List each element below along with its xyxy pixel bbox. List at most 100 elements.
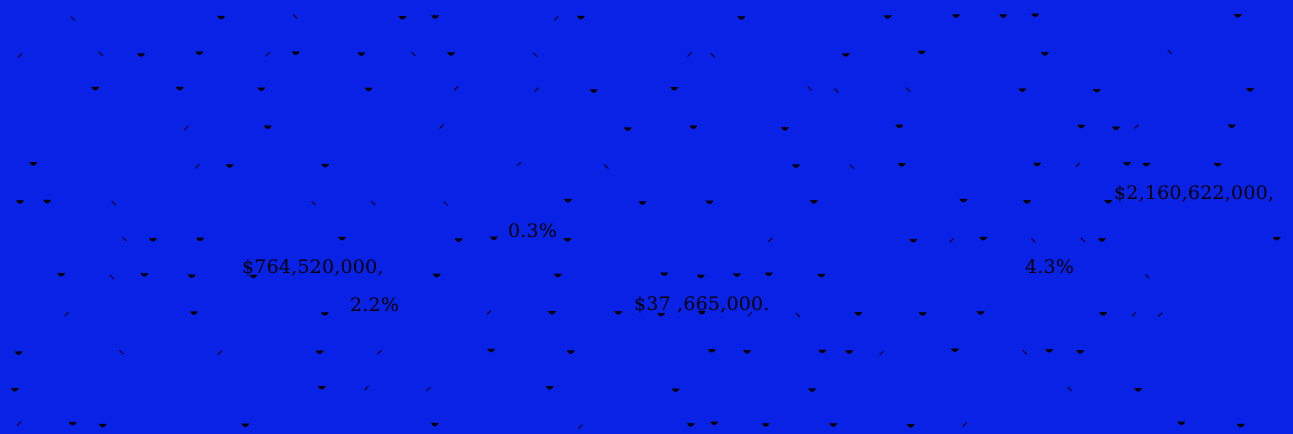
ink-dot	[845, 350, 854, 354]
ink-dot	[808, 388, 817, 392]
ink-dot	[140, 273, 149, 277]
ink-dot	[553, 273, 562, 278]
ink-dot	[43, 199, 52, 204]
ink-dot	[1018, 88, 1027, 93]
ink-dot	[545, 386, 554, 390]
ink-dot	[761, 423, 770, 427]
ink-tick	[70, 16, 76, 21]
ink-tick	[687, 52, 692, 57]
percent-label-left: 2.2%	[350, 294, 400, 316]
ink-dot	[189, 311, 198, 315]
ink-dot	[338, 236, 347, 241]
ink-tick	[453, 85, 459, 91]
ink-dot	[57, 272, 66, 277]
ink-dot	[1033, 162, 1042, 167]
percent-label-right: 4.3%	[1025, 256, 1075, 278]
ink-tick	[265, 52, 270, 57]
ink-tick	[217, 350, 223, 356]
ink-tick	[364, 385, 369, 391]
ink-dot	[1213, 163, 1222, 167]
ink-tick	[1031, 238, 1036, 243]
ink-tick	[553, 16, 559, 21]
ink-dot	[895, 124, 904, 129]
ink-dot	[1246, 88, 1255, 92]
ink-dot	[148, 238, 157, 242]
ink-dot	[10, 388, 19, 392]
ink-dot	[670, 87, 679, 91]
ink-tick	[1167, 49, 1173, 55]
ink-dot	[897, 163, 906, 167]
ink-tick	[710, 53, 716, 58]
ink-tick	[1080, 237, 1086, 243]
ink-dot	[217, 15, 226, 20]
ink-tick	[1131, 311, 1137, 317]
amount-label-center: $37 ,665,000.	[634, 293, 770, 315]
ink-dot	[257, 87, 266, 92]
ink-tick	[122, 236, 127, 242]
ink-dot	[321, 163, 330, 168]
amount-label-left: $764,520,000,	[242, 256, 384, 278]
ink-dot	[638, 201, 647, 205]
ink-dot	[707, 349, 716, 353]
ink-tick	[370, 200, 376, 206]
ink-dot	[791, 164, 800, 168]
ink-dot	[657, 313, 666, 317]
ink-tick	[807, 86, 812, 91]
ink-tick	[16, 421, 22, 426]
ink-tick-layer	[16, 14, 1173, 430]
ink-tick	[195, 163, 200, 169]
ink-dot	[1142, 162, 1151, 167]
ink-dot	[14, 351, 23, 355]
ink-dot	[364, 87, 373, 92]
ink-dot	[917, 50, 926, 55]
ink-dot	[564, 198, 573, 203]
ink-dot	[1104, 200, 1113, 204]
ink-tick	[603, 164, 609, 170]
ink-tick	[1157, 312, 1163, 317]
ink-dot	[1177, 421, 1186, 426]
ink-tick	[98, 51, 103, 57]
ink-dot	[829, 423, 838, 427]
ink-dot	[660, 272, 669, 277]
ink-dot	[175, 86, 184, 91]
ink-tick	[532, 52, 538, 58]
ink-dot	[1023, 200, 1032, 204]
ink-tick	[516, 161, 522, 167]
ink-dot	[1112, 126, 1121, 131]
ink-tick	[109, 274, 115, 280]
ink-dot	[432, 273, 441, 278]
ink-dot	[1092, 89, 1101, 93]
ink-dot	[1099, 312, 1108, 316]
ink-tick	[768, 237, 773, 243]
ink-dot	[906, 424, 915, 428]
ink-tick	[1067, 386, 1072, 392]
ink-dot	[999, 14, 1008, 18]
ink-dot	[91, 86, 100, 91]
ink-dot	[737, 16, 746, 20]
ink-dot	[1076, 350, 1085, 354]
ink-dot	[196, 237, 205, 242]
ink-dot	[1077, 124, 1086, 129]
ink-dot	[487, 348, 496, 353]
ink-dot	[705, 200, 714, 205]
ink-tick	[411, 51, 416, 57]
ink-dot	[696, 274, 705, 279]
ink-dot	[315, 350, 324, 355]
ink-dot	[743, 350, 752, 354]
ink-dot	[241, 423, 250, 428]
ink-tick	[64, 311, 69, 317]
ink-dot	[589, 89, 598, 93]
ink-dot	[398, 16, 407, 20]
ink-dot	[909, 239, 918, 243]
ink-dot	[1045, 349, 1054, 353]
ink-dot	[1233, 14, 1242, 18]
ink-dot	[1236, 423, 1245, 428]
ink-dot	[883, 15, 892, 19]
ink-dot	[697, 310, 706, 315]
ink-tick	[439, 124, 444, 130]
ink-tick	[17, 52, 23, 58]
ink-tick	[905, 87, 911, 92]
